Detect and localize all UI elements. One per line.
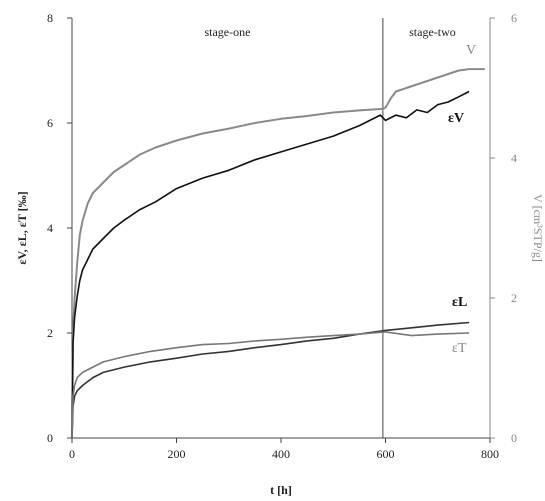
series-line-V xyxy=(71,68,485,439)
series-label-eL: εL xyxy=(452,295,467,310)
y-left-tick-label: 8 xyxy=(47,11,53,25)
y-right-tick-label: 6 xyxy=(511,11,517,25)
x-tick-label: 200 xyxy=(168,447,186,461)
series-line-εV xyxy=(71,90,470,439)
y-right-tick-label: 4 xyxy=(511,151,517,165)
y-left-tick-label: 6 xyxy=(47,116,53,130)
y-left-axis-title: εV, εL, εT [‰] xyxy=(15,191,29,264)
x-tick-label: 400 xyxy=(272,447,290,461)
series-line-εL xyxy=(71,321,470,439)
x-axis-ticks: 0 200 400 600 800 xyxy=(69,438,499,461)
stage-two-label: stage-two xyxy=(409,25,456,39)
y-right-tick-label: 0 xyxy=(511,431,517,445)
y-right-axis-title: V [cm³STP/g] xyxy=(531,194,545,262)
y-left-axis-ticks: 0 2 4 6 8 xyxy=(47,11,72,445)
series-label-V: V xyxy=(466,43,476,58)
y-left-tick-label: 4 xyxy=(47,221,53,235)
x-tick-label: 600 xyxy=(377,447,395,461)
series-group xyxy=(71,68,485,439)
x-axis-title: t [h] xyxy=(270,483,292,497)
x-tick-label: 800 xyxy=(481,447,499,461)
series-line-εT xyxy=(71,331,470,439)
y-left-tick-label: 0 xyxy=(47,431,53,445)
x-tick-label: 0 xyxy=(69,447,75,461)
series-label-eV: εV xyxy=(448,111,464,126)
series-label-eT: εT xyxy=(452,341,467,356)
y-right-axis-ticks: 0 2 4 6 xyxy=(490,11,517,445)
stage-one-label: stage-one xyxy=(204,25,250,39)
y-right-tick-label: 2 xyxy=(511,291,517,305)
y-left-tick-label: 2 xyxy=(47,326,53,340)
